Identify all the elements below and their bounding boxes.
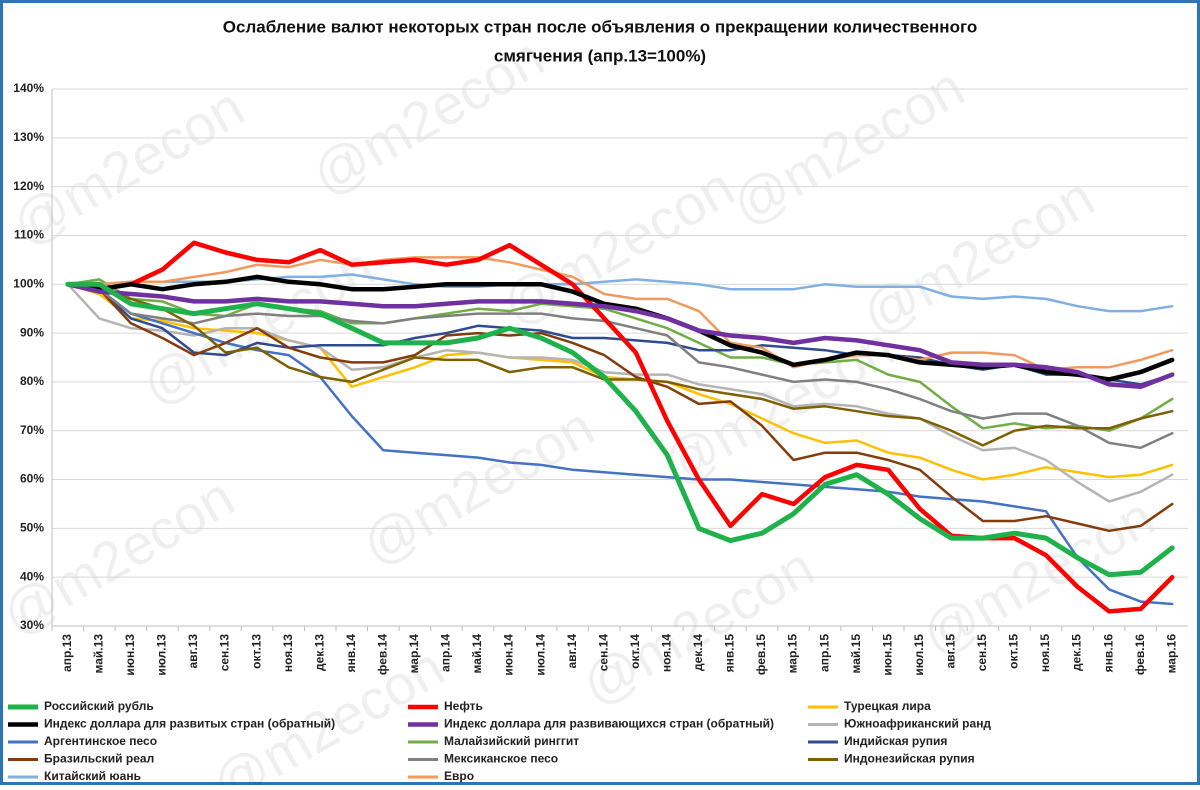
y-tick-label: 50% xyxy=(20,521,44,535)
y-tick-label: 70% xyxy=(20,423,44,437)
x-tick-label: июл.15 xyxy=(912,634,926,676)
legend-label: Китайский юань xyxy=(44,769,141,783)
series-line xyxy=(66,256,1174,371)
legend-label: Нефть xyxy=(444,699,483,713)
y-tick-label: 130% xyxy=(13,130,44,144)
y-tick-label: 30% xyxy=(20,618,44,632)
x-tick-label: сен.15 xyxy=(975,634,989,672)
x-tick-label: апр.15 xyxy=(817,634,831,672)
x-tick-label: мар.15 xyxy=(786,634,800,674)
x-tick-label: ноя.15 xyxy=(1038,634,1052,672)
legend-label: Мексиканское песо xyxy=(444,752,558,766)
y-tick-label: 140% xyxy=(13,81,44,95)
series-line xyxy=(66,283,1174,450)
y-tick-label: 60% xyxy=(20,472,44,486)
x-tick-label: ноя.14 xyxy=(660,634,674,672)
x-tick-label: июн.14 xyxy=(502,634,516,676)
x-tick-label: фев.16 xyxy=(1133,634,1147,675)
legend-label: Турецкая лира xyxy=(844,699,931,713)
y-tick-label: 40% xyxy=(20,569,44,583)
x-tick-label: авг.14 xyxy=(565,634,579,669)
x-tick-label: янв.15 xyxy=(723,634,737,673)
y-tick-label: 120% xyxy=(13,179,44,193)
x-tick-label: окт.13 xyxy=(249,634,263,669)
legend-label: Российский рубль xyxy=(44,699,154,713)
x-tick-label: янв.14 xyxy=(344,634,358,673)
x-tick-label: дек.14 xyxy=(691,634,705,671)
x-tick-label: авг.15 xyxy=(944,634,958,669)
chart-title: смягчения (апр.13=100%) xyxy=(494,46,706,65)
x-tick-label: сен.14 xyxy=(596,634,610,672)
x-tick-label: дек.13 xyxy=(312,634,326,671)
x-tick-label: июл.14 xyxy=(533,634,547,676)
x-tick-label: фев.15 xyxy=(754,634,768,675)
x-tick-label: ноя.13 xyxy=(281,634,295,672)
x-tick-label: авг.13 xyxy=(186,634,200,669)
x-tick-label: дек.15 xyxy=(1070,634,1084,671)
x-tick-label: окт.14 xyxy=(628,634,642,669)
y-tick-label: 110% xyxy=(14,228,44,242)
x-tick-label: июн.15 xyxy=(880,634,894,676)
series-line xyxy=(65,282,1175,390)
y-tick-label: 80% xyxy=(20,374,44,388)
legend-label: Аргентинское песо xyxy=(44,734,157,748)
chart-title: Ослабление валют некоторых стран после о… xyxy=(223,17,977,36)
x-tick-label: окт.15 xyxy=(1007,634,1021,669)
legend-label: Южноафриканский ранд xyxy=(844,717,991,731)
x-tick-label: фев.14 xyxy=(376,634,390,675)
series-line xyxy=(65,281,1175,578)
x-tick-label: июл.13 xyxy=(155,634,169,676)
x-tick-label: апр.13 xyxy=(60,634,74,672)
x-tick-label: янв.16 xyxy=(1101,634,1115,673)
x-tick-label: сен.13 xyxy=(218,634,232,672)
series-line xyxy=(66,283,1174,533)
x-tick-label: мар.14 xyxy=(407,634,421,674)
x-tick-label: май.15 xyxy=(849,634,863,674)
legend-label: Евро xyxy=(444,769,474,783)
y-tick-label: 100% xyxy=(13,276,44,290)
legend-label: Индийская рупия xyxy=(844,734,947,748)
legend-label: Бразильский реал xyxy=(44,752,154,766)
x-tick-label: мар.16 xyxy=(1164,634,1178,674)
x-tick-label: апр.14 xyxy=(439,634,453,672)
y-tick-label: 90% xyxy=(20,325,44,339)
x-tick-label: июн.13 xyxy=(123,634,137,676)
legend-label: Индекс доллара для развивающихся стран (… xyxy=(444,717,774,731)
legend-label: Малайзийский ринггит xyxy=(444,734,579,748)
x-tick-label: май.14 xyxy=(470,634,484,674)
legend-label: Индекс доллара для развитых стран (обрат… xyxy=(44,717,335,731)
series-line xyxy=(66,283,1174,447)
legend-label: Индонезийская рупия xyxy=(844,752,975,766)
x-tick-label: май.13 xyxy=(92,634,106,674)
series-line xyxy=(66,283,1174,503)
